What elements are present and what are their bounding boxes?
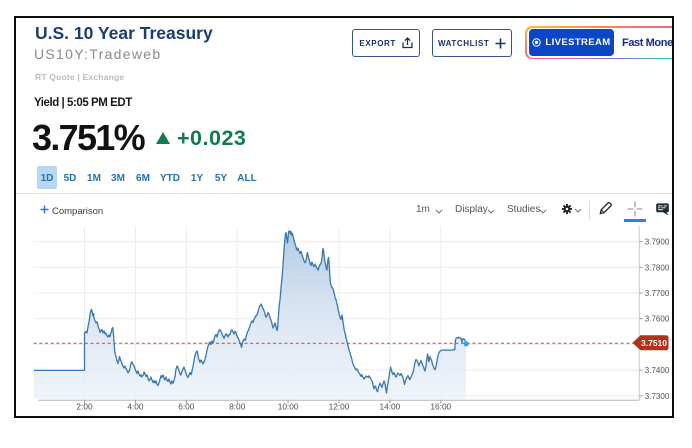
- svg-text:14:00: 14:00: [380, 402, 401, 412]
- svg-text:3.7900: 3.7900: [645, 238, 670, 247]
- svg-text:3.7300: 3.7300: [645, 392, 670, 401]
- svg-text:8:00: 8:00: [229, 402, 246, 412]
- svg-text:3.7510: 3.7510: [641, 338, 667, 348]
- svg-text:2:00: 2:00: [76, 402, 93, 412]
- svg-text:12:00: 12:00: [329, 402, 350, 412]
- svg-text:6:00: 6:00: [178, 402, 195, 412]
- svg-text:3.7600: 3.7600: [645, 315, 670, 324]
- svg-text:4:00: 4:00: [127, 402, 144, 412]
- svg-text:3.7700: 3.7700: [645, 289, 670, 298]
- svg-text:16:00: 16:00: [430, 402, 451, 412]
- svg-text:3.7800: 3.7800: [645, 263, 670, 272]
- svg-text:10:00: 10:00: [278, 402, 299, 412]
- svg-text:3.7400: 3.7400: [645, 366, 670, 375]
